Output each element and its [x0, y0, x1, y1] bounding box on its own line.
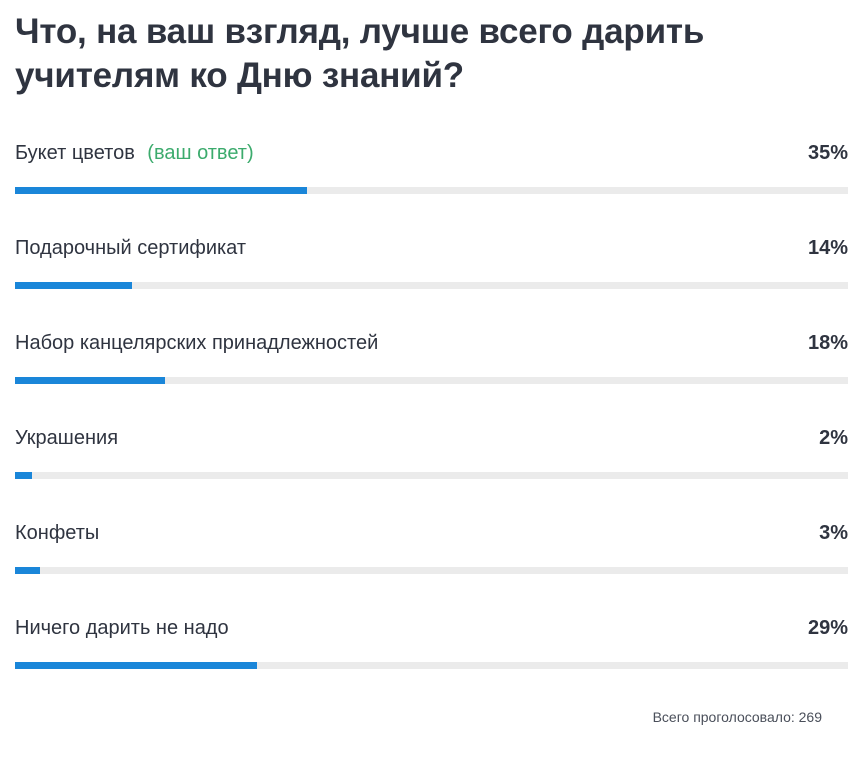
- option-percent: 35%: [807, 142, 848, 164]
- poll-option[interactable]: Букет цветов (ваш ответ) 35%: [15, 140, 848, 235]
- poll-option[interactable]: Украшения 2%: [15, 425, 848, 520]
- progress-track: [15, 187, 848, 194]
- poll-options: Букет цветов (ваш ответ) 35% Подарочный …: [15, 140, 848, 710]
- option-percent: 18%: [807, 332, 848, 354]
- progress-fill: [15, 662, 257, 669]
- poll-option[interactable]: Конфеты 3%: [15, 520, 848, 615]
- progress-track: [15, 662, 848, 669]
- poll-option[interactable]: Подарочный сертификат 14%: [15, 235, 848, 330]
- progress-fill: [15, 472, 32, 479]
- option-label: Букет цветов: [15, 142, 135, 164]
- poll-option[interactable]: Ничего дарить не надо 29%: [15, 615, 848, 710]
- option-percent: 2%: [819, 427, 848, 449]
- option-label: Подарочный сертификат: [15, 237, 247, 259]
- progress-track: [15, 472, 848, 479]
- progress-track: [15, 567, 848, 574]
- option-label-wrap: Букет цветов (ваш ответ): [15, 140, 254, 166]
- option-label: Набор канцелярских принадлежностей: [15, 332, 379, 354]
- poll-widget: Что, на ваш взгляд, лучше всего дарить у…: [15, 10, 848, 710]
- total-votes: Всего проголосовало: 269: [652, 709, 822, 725]
- option-percent: 3%: [819, 522, 848, 544]
- your-answer-badge: (ваш ответ): [147, 142, 254, 164]
- option-label: Конфеты: [15, 522, 100, 544]
- option-label: Ничего дарить не надо: [15, 617, 229, 639]
- progress-fill: [15, 282, 132, 289]
- progress-fill: [15, 377, 165, 384]
- poll-option[interactable]: Набор канцелярских принадлежностей 18%: [15, 330, 848, 425]
- option-percent: 29%: [807, 617, 848, 639]
- poll-question: Что, на ваш взгляд, лучше всего дарить у…: [15, 12, 705, 95]
- progress-fill: [15, 567, 40, 574]
- option-label: Украшения: [15, 427, 119, 449]
- option-percent: 14%: [807, 237, 848, 259]
- progress-fill: [15, 187, 307, 194]
- progress-track: [15, 282, 848, 289]
- progress-track: [15, 377, 848, 384]
